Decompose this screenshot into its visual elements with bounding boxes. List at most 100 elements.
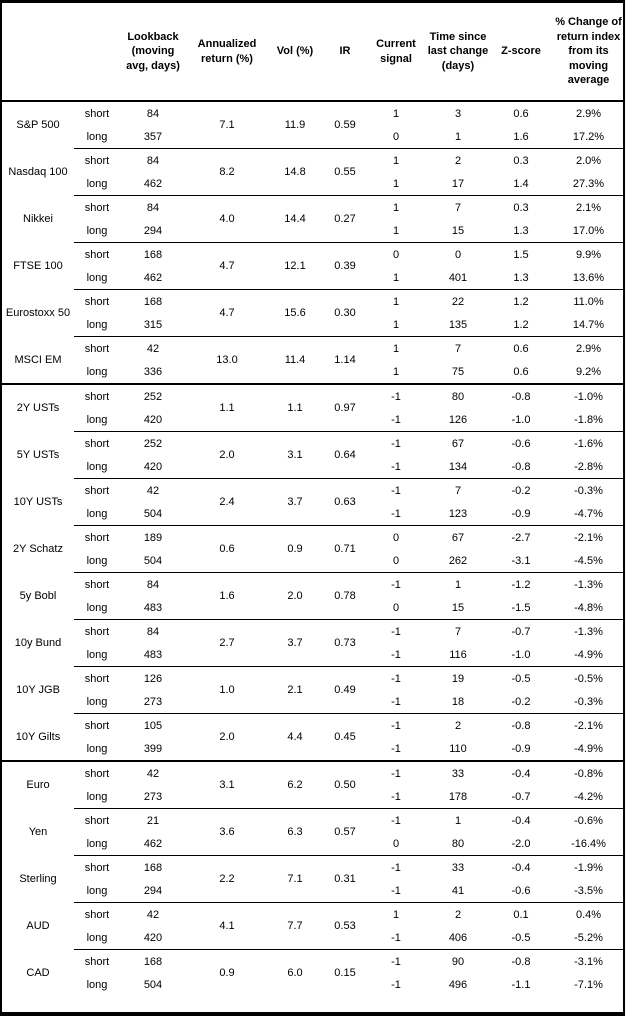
- col-header-pct-change: % Change of return index from its moving…: [550, 3, 623, 102]
- vol-value: 12.1: [268, 242, 322, 290]
- table-row-short: 10Y JGB short 126 1.0 2.1 0.49 -1 19 -0.5 -0.5%: [2, 666, 623, 714]
- annualized-return-value: 1.1: [186, 383, 268, 432]
- table-row-short: S&P 500 short 84 7.1 11.9 0.59 1 3 0.6 2.9%: [2, 101, 623, 132]
- lookback-value: 252: [120, 383, 186, 408]
- time-since-value: 401: [448, 271, 468, 284]
- pct-change-value: -4.5%: [574, 554, 603, 567]
- lookback-value: 504: [143, 554, 163, 567]
- z-score-value: 1.3: [513, 271, 529, 284]
- time-since-value: 1: [424, 808, 492, 832]
- table-row-short: Yen short 21 3.6 6.3 0.57 -1 1 -0.4 -0.6%: [2, 808, 623, 856]
- z-score-value: 0.6: [513, 365, 529, 378]
- ir-value: 0.49: [322, 666, 368, 714]
- leg-label: short: [74, 148, 120, 172]
- corner-header-cell: [2, 3, 120, 102]
- pct-change-value: -7.1%: [574, 978, 603, 991]
- asset-name: 5Y USTs: [16, 449, 60, 461]
- asset-name: 5y Bobl: [19, 590, 57, 602]
- lookback-value: 168: [120, 949, 186, 973]
- table-row-short: FTSE 100 short 168 4.7 12.1 0.39 0 0 1.5 9.9%: [2, 242, 623, 290]
- annualized-return-value: 2.4: [186, 478, 268, 526]
- vol-value: 7.1: [268, 855, 322, 903]
- signal-value: -1: [368, 666, 424, 690]
- z-score-value: -0.8: [492, 713, 550, 737]
- table-row-short: Sterling short 168 2.2 7.1 0.31 -1 33 -0.4 -1.9%: [2, 855, 623, 903]
- leg-label: long: [86, 177, 108, 190]
- ir-value: 0.15: [322, 949, 368, 996]
- z-score-value: -0.8: [492, 383, 550, 408]
- table-row-long: long 462 1 17 1.4 27.3%: [2, 172, 623, 196]
- lookback-value: 483: [143, 648, 163, 661]
- lookback-value: 42: [120, 760, 186, 785]
- table-row-long: long 462 0 80 -2.0 -16.4%: [2, 832, 623, 856]
- signal-value: -1: [391, 931, 401, 944]
- col-header-annualized-return: Annualized return (%): [186, 3, 268, 102]
- signal-value: 0: [392, 601, 400, 614]
- signal-value: 0: [392, 130, 400, 143]
- lookback-value: 336: [143, 365, 163, 378]
- table-row-short: MSCI EM short 42 13.0 11.4 1.14 1 7 0.6 2.9%: [2, 336, 623, 384]
- z-score-value: -0.4: [492, 855, 550, 879]
- pct-change-value: -2.1%: [550, 525, 623, 549]
- table-row-long: long 504 0 262 -3.1 -4.5%: [2, 549, 623, 573]
- leg-label: long: [86, 837, 108, 850]
- lookback-value: 273: [143, 695, 163, 708]
- asset-name: AUD: [26, 920, 50, 932]
- leg-label: short: [74, 572, 120, 596]
- asset-name: 10y Bund: [14, 637, 62, 649]
- asset-name: Sterling: [19, 873, 57, 885]
- time-since-value: 406: [448, 931, 468, 944]
- z-score-value: -3.1: [511, 554, 531, 567]
- ir-value: 0.57: [322, 808, 368, 856]
- z-score-value: -0.9: [511, 507, 531, 520]
- z-score-value: -2.0: [511, 837, 531, 850]
- pct-change-value: -5.2%: [574, 931, 603, 944]
- pct-change-value: 27.3%: [572, 177, 605, 190]
- table-row-short: 10Y Gilts short 105 2.0 4.4 0.45 -1 2 -0.8 -2.1%: [2, 713, 623, 761]
- lookback-value: 84: [120, 148, 186, 172]
- leg-label: short: [74, 289, 120, 313]
- time-since-value: 18: [451, 695, 465, 708]
- pct-change-value: -1.9%: [550, 855, 623, 879]
- vol-value: 2.1: [268, 666, 322, 714]
- asset-name: Yen: [28, 826, 48, 838]
- pct-change-value: -4.9%: [574, 648, 603, 661]
- asset-name: 10Y Gilts: [15, 730, 61, 743]
- ir-value: 1.14: [322, 336, 368, 384]
- lookback-value: 273: [143, 790, 163, 803]
- signal-value: -1: [368, 949, 424, 973]
- lookback-value: 84: [120, 572, 186, 596]
- table-row-long: long 483 0 15 -1.5 -4.8%: [2, 596, 623, 620]
- signal-value: 1: [368, 195, 424, 219]
- z-score-value: 1.4: [513, 177, 529, 190]
- pct-change-value: -3.1%: [550, 949, 623, 973]
- time-since-value: 67: [424, 431, 492, 455]
- leg-label: short: [74, 242, 120, 266]
- time-since-value: 2: [424, 902, 492, 926]
- time-since-value: 262: [448, 554, 468, 567]
- ir-value: 0.53: [322, 902, 368, 950]
- asset-name: 10Y USTs: [13, 496, 63, 508]
- annualized-return-value: 4.7: [186, 289, 268, 337]
- leg-label: short: [74, 383, 120, 408]
- time-since-value: 33: [424, 855, 492, 879]
- z-score-value: 0.3: [492, 195, 550, 219]
- ir-value: 0.59: [334, 119, 356, 131]
- leg-label: long: [86, 790, 108, 803]
- leg-label: long: [86, 413, 108, 426]
- annualized-return-value: 7.1: [219, 119, 235, 131]
- annualized-return-value: 4.0: [186, 195, 268, 243]
- leg-label: long: [86, 978, 108, 991]
- table-row-long: long 462 1 401 1.3 13.6%: [2, 266, 623, 290]
- signal-value: -1: [368, 478, 424, 502]
- signal-value: 0: [368, 242, 424, 266]
- signal-value: 0: [368, 525, 424, 549]
- z-score-value: -1.5: [511, 601, 531, 614]
- table-row-short: 5y Bobl short 84 1.6 2.0 0.78 -1 1 -1.2 -1.3%: [2, 572, 623, 620]
- z-score-value: 1.6: [513, 130, 529, 143]
- annualized-return-value: 3.1: [186, 760, 268, 809]
- time-since-value: 7: [424, 195, 492, 219]
- z-score-value: 0.1: [492, 902, 550, 926]
- signal-value: 1: [392, 224, 400, 237]
- annualized-return-value: 3.6: [186, 808, 268, 856]
